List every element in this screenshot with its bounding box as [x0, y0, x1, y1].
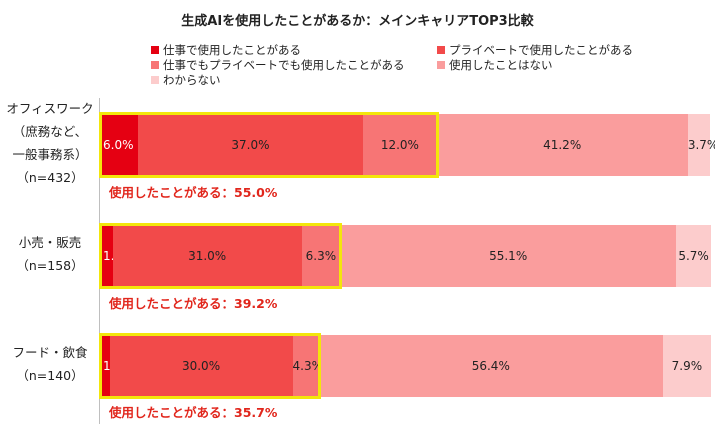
legend-label: 仕事でもプライベートでも使用したことがある [163, 58, 405, 72]
data-label: 30.0% [181, 359, 221, 373]
bar-segment: 31.0% [112, 225, 302, 287]
legend-label: プライベートで使用したことがある [449, 43, 633, 57]
data-label: 6.0% [103, 138, 134, 152]
data-label: 31.0% [188, 249, 227, 263]
data-label: 3.7% [687, 138, 715, 152]
category-label: （庶務など、 [12, 124, 88, 139]
bar-segment: 12.0% [363, 114, 437, 176]
legend-label: 使用したことはない [449, 58, 553, 72]
legend-item: 仕事で使用したことがある [151, 42, 301, 58]
category-label: （n=432） [16, 170, 84, 185]
legend-swatch [437, 46, 445, 54]
bar-segment: 6.3% [301, 225, 341, 287]
bar-segment: 7.9% [662, 335, 711, 397]
used-total-label: 使用したことがある：39.2% [109, 296, 278, 311]
category-label: （n=140） [16, 368, 84, 383]
category-label: 小売・販売 [18, 235, 82, 250]
data-label: 37.0% [231, 138, 270, 152]
legend-swatch [151, 46, 159, 54]
bar-segment: 30.0% [109, 335, 293, 397]
legend-swatch [151, 76, 159, 84]
legend-swatch [151, 61, 159, 69]
legend-item: プライベートで使用したことがある [437, 42, 633, 58]
bar-segment: 56.4% [318, 335, 663, 397]
bar-segment: 1.9% [101, 225, 134, 287]
data-label: 7.9% [671, 359, 703, 373]
legend-label: 仕事で使用したことがある [163, 43, 301, 57]
bar-segment: 5.7% [676, 225, 711, 287]
legend-item: わからない [151, 72, 221, 88]
chart-title: 生成AIを使用したことがあるか：メインキャリアTOP3比較 [181, 14, 534, 29]
bar-segment: 3.7% [687, 114, 715, 176]
category-label: フード・飲食 [12, 345, 88, 360]
data-label: 6.3% [305, 249, 337, 263]
data-label: 12.0% [380, 138, 419, 152]
bar-segment: 1.4% [101, 335, 134, 397]
used-total-label: 使用したことがある：35.7% [109, 405, 278, 420]
category-label: （n=158） [16, 258, 84, 273]
data-label: 4.3% [292, 359, 324, 373]
data-label: 5.7% [678, 249, 709, 263]
used-total-label: 使用したことがある：55.0% [109, 185, 278, 200]
legend-label: わからない [163, 73, 221, 87]
bar-segment: 6.0% [101, 114, 138, 176]
data-label: 55.1% [489, 249, 528, 263]
data-label: 56.4% [471, 359, 510, 373]
bar-segment: 37.0% [137, 114, 364, 176]
bar-segment: 4.3% [292, 335, 324, 397]
bar-segment: 55.1% [340, 225, 677, 287]
legend-item: 使用したことはない [437, 57, 553, 73]
legend-swatch [437, 61, 445, 69]
category-label: 一般事務系） [12, 147, 88, 162]
legend-item: 仕事でもプライベートでも使用したことがある [151, 57, 405, 73]
bar-segment: 41.2% [436, 114, 688, 176]
data-label: 41.2% [543, 138, 582, 152]
category-label: オフィスワーク [6, 101, 94, 116]
